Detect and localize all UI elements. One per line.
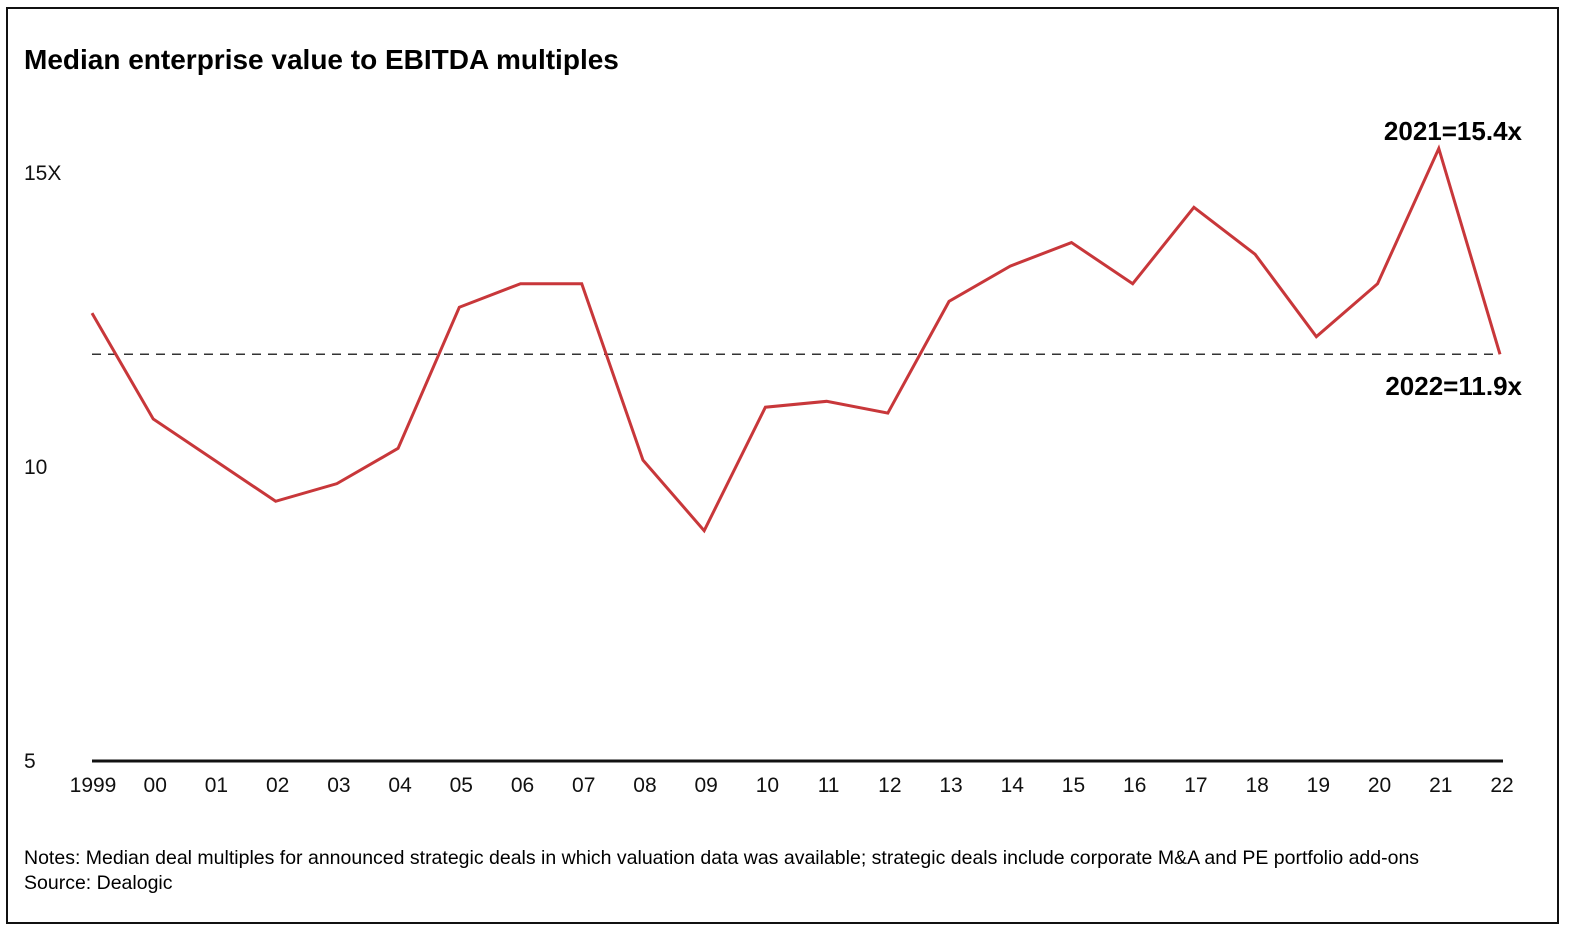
x-tick-label: 02 (266, 774, 289, 797)
x-tick-label: 20 (1368, 774, 1391, 797)
x-tick-label: 12 (878, 774, 901, 797)
y-tick-label: 10 (24, 456, 47, 479)
annotation-2022: 2022=11.9x (1385, 371, 1522, 401)
y-tick-label: 15X (24, 162, 61, 185)
y-tick-label: 5 (24, 750, 36, 773)
x-tick-label: 00 (144, 774, 167, 797)
y-tick-labels: 5 10 15X (24, 162, 61, 773)
x-tick-label: 21 (1429, 774, 1452, 797)
x-tick-label: 11 (818, 774, 840, 797)
x-tick-label: 13 (939, 774, 962, 797)
x-tick-label: 1999 (70, 774, 117, 797)
annotations: 2021=15.4x 2022=11.9x (1384, 116, 1523, 401)
x-tick-label: 01 (205, 774, 228, 797)
x-tick-label: 05 (450, 774, 473, 797)
chart-frame (6, 7, 1559, 924)
x-tick-label: 19 (1307, 774, 1330, 797)
x-tick-label: 17 (1184, 774, 1207, 797)
x-tick-label: 06 (511, 774, 534, 797)
x-tick-label: 10 (756, 774, 779, 797)
x-tick-label: 03 (327, 774, 350, 797)
x-tick-label: 08 (633, 774, 656, 797)
x-tick-label: 04 (388, 774, 412, 797)
chart-title: Median enterprise value to EBITDA multip… (24, 44, 619, 75)
chart-notes: Notes: Median deal multiples for announc… (24, 846, 1419, 896)
x-tick-label: 15 (1062, 774, 1085, 797)
x-tick-label: 22 (1490, 774, 1513, 797)
annotation-2021: 2021=15.4x (1384, 116, 1523, 146)
notes-text: Notes: Median deal multiples for announc… (24, 847, 1420, 869)
x-tick-label: 07 (572, 774, 595, 797)
x-tick-label: 09 (694, 774, 717, 797)
x-tick-label: 18 (1245, 774, 1268, 797)
x-tick-label: 14 (1001, 774, 1025, 797)
x-tick-label: 16 (1123, 774, 1146, 797)
series-line (90, 144, 1502, 534)
x-tick-labels: 1999 00 01 02 03 04 05 06 07 08 09 10 11 12 13 14 15 16 17… (70, 774, 1514, 797)
source-text: Source: Dealogic (24, 872, 173, 894)
